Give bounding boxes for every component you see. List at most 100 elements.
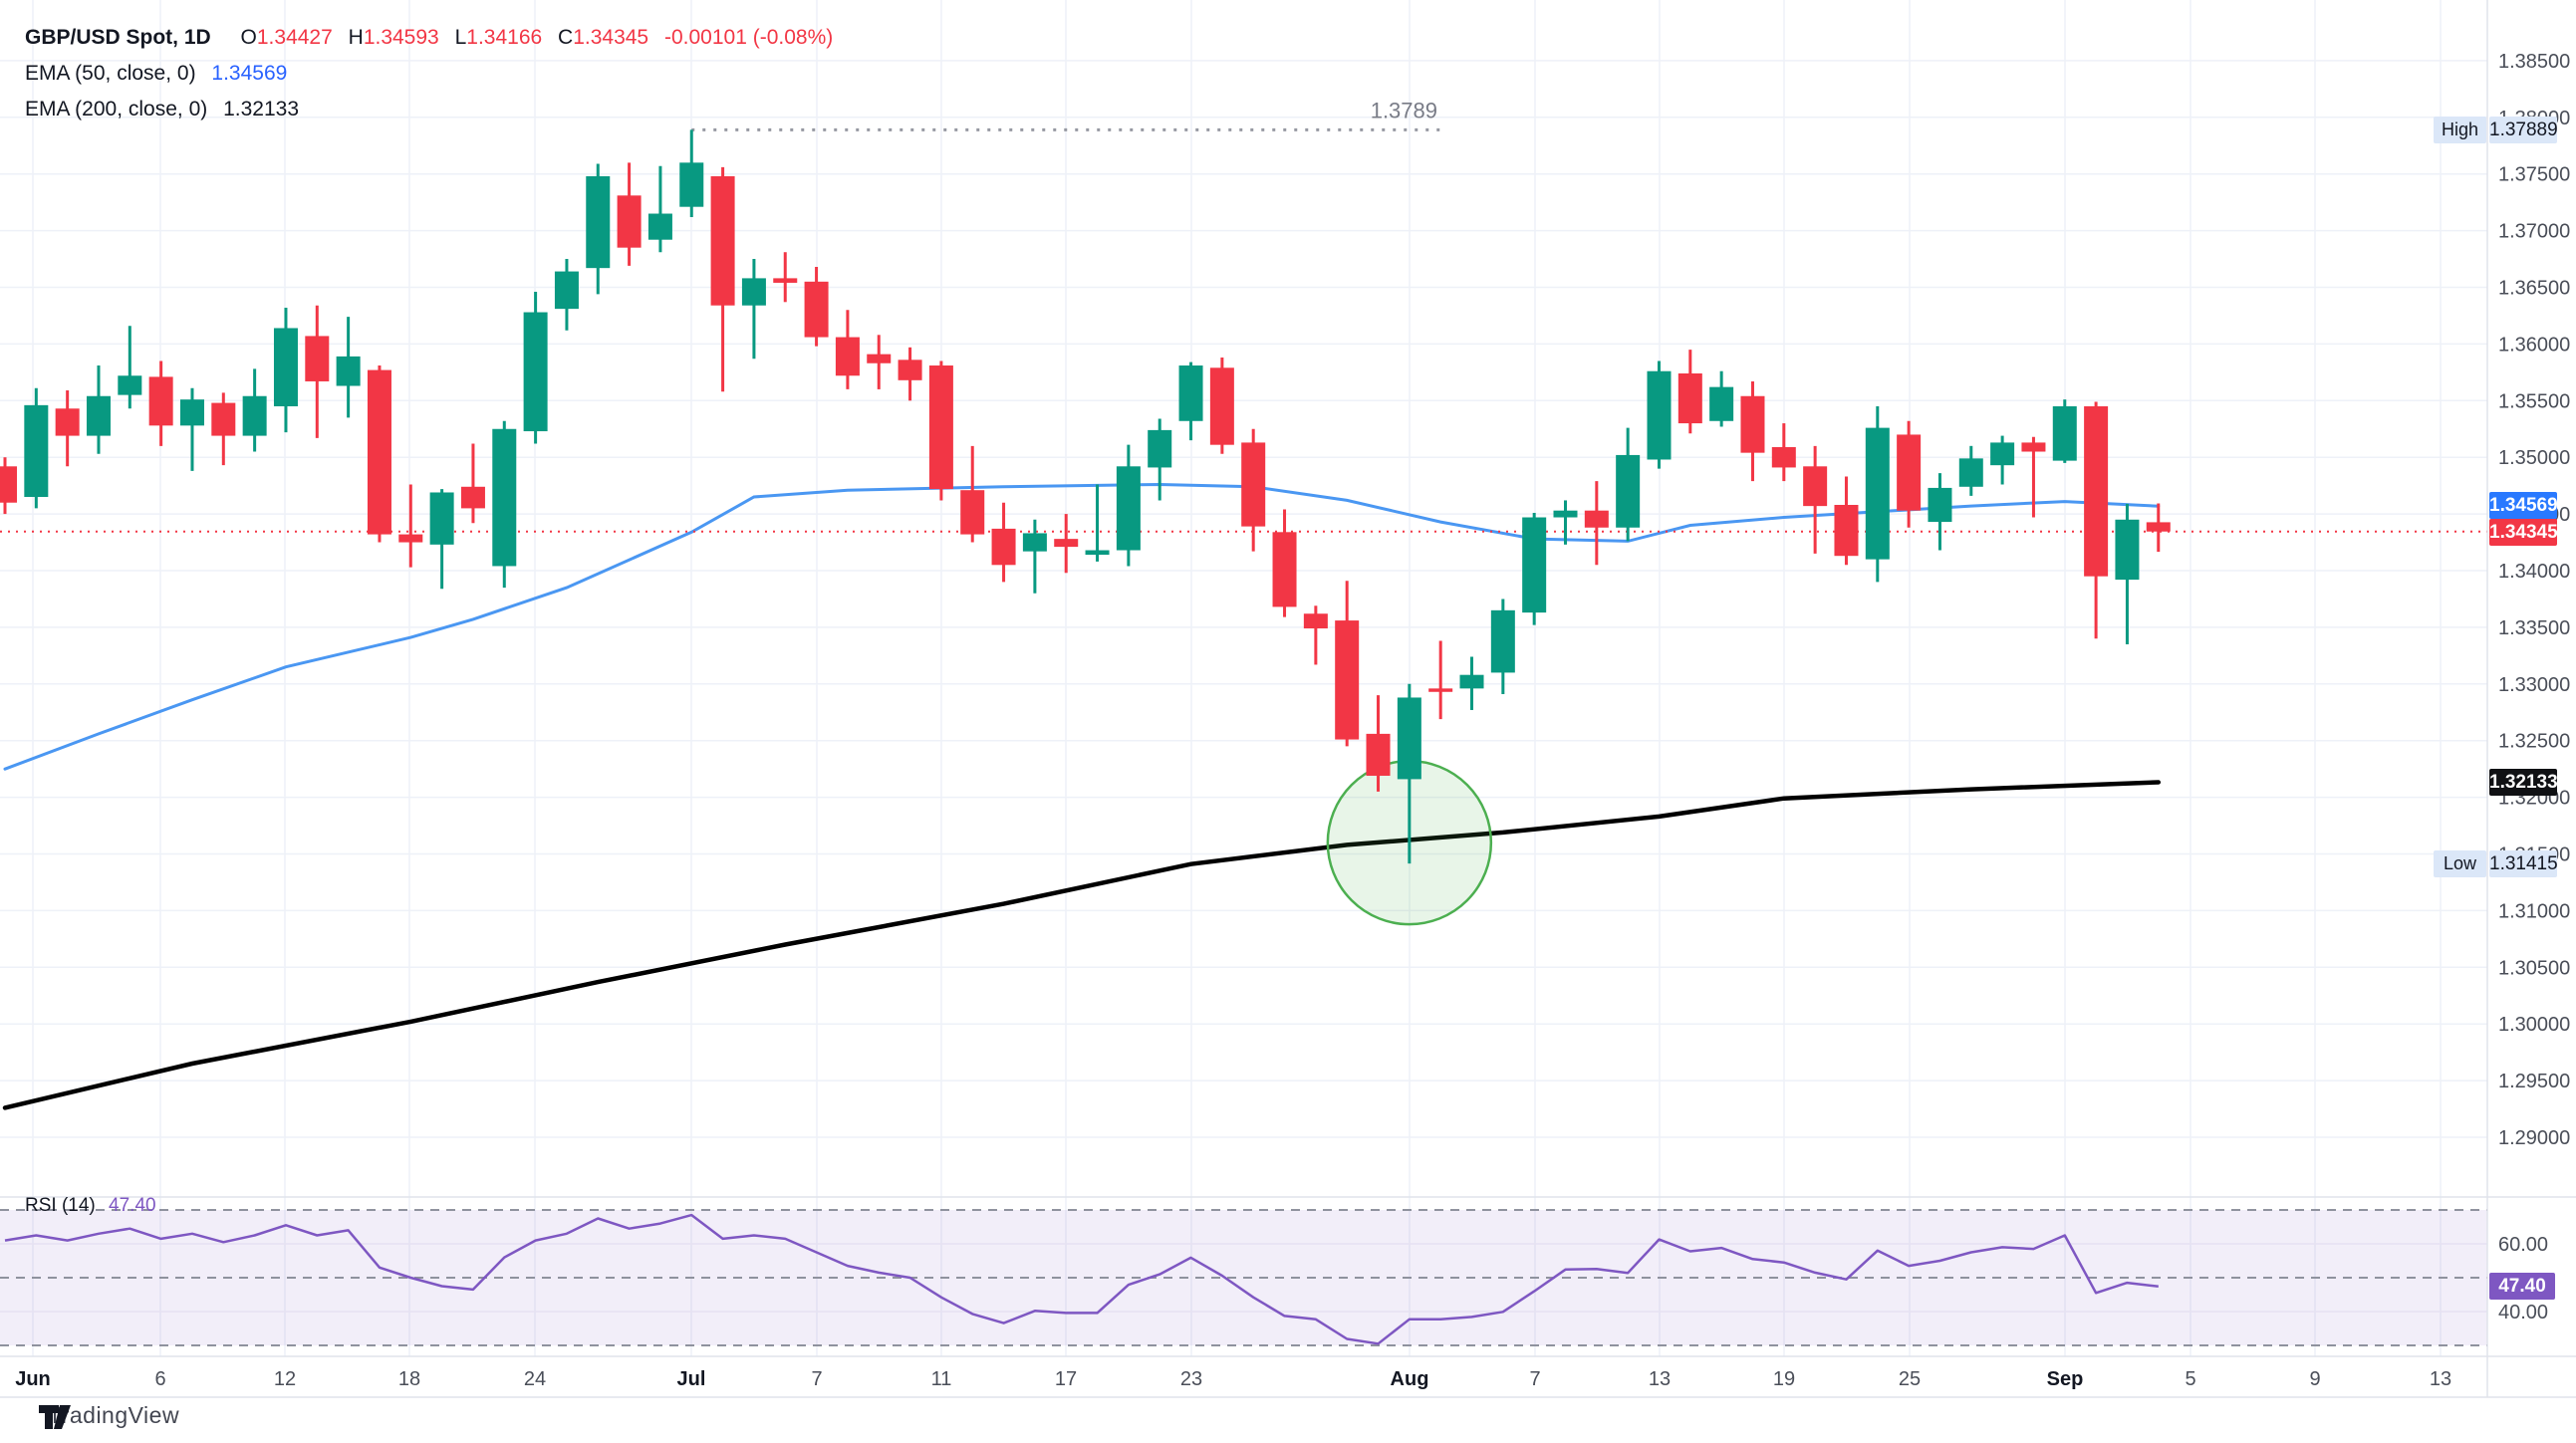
high-label: H (348, 26, 364, 49)
high-value: 1.34593 (363, 26, 439, 49)
candle-body (1928, 487, 1952, 523)
time-axis-label: 13 (1649, 1368, 1671, 1390)
rsi-value-badge: 47.40 (2489, 1273, 2555, 1301)
candle-body (55, 408, 80, 436)
candle-body (741, 278, 766, 306)
price-axis-label: 1.30000 (2498, 1014, 2570, 1036)
candle-body (1335, 620, 1360, 740)
candle-body (460, 486, 485, 509)
tradingview-logo-icon (39, 1405, 71, 1429)
candle-body (1616, 454, 1641, 528)
candle-body (2146, 522, 2171, 532)
time-axis-label: 5 (2185, 1368, 2195, 1390)
candle-body (1209, 367, 1234, 445)
candle-body (2021, 442, 2046, 452)
tradingview-attribution[interactable]: TradingView (38, 1402, 179, 1429)
candle-body (179, 399, 204, 426)
price-axis-label: 1.36500 (2498, 278, 2570, 300)
candle-body (928, 365, 953, 490)
price-axis-label: 1.33000 (2498, 674, 2570, 696)
chart-legend: GBP/USD Spot, 1D O1.34427 H1.34593 L1.34… (25, 20, 833, 127)
time-axis-label: Jul (677, 1368, 706, 1390)
last-price-badge: 1.34345 (2489, 519, 2558, 547)
price-axis-label: 1.29500 (2498, 1071, 2570, 1092)
price-axis-label: 1.31000 (2498, 900, 2570, 922)
candle-body (2084, 405, 2109, 577)
ema50-value: 1.34569 (211, 62, 288, 85)
high-line-label: 1.3789 (1371, 98, 1437, 122)
time-axis-label: 17 (1055, 1368, 1077, 1390)
candle-body (273, 328, 298, 406)
candle-body (1178, 365, 1203, 421)
ema50-price-badge: 1.34569 (2489, 491, 2558, 519)
price-axis[interactable]: 1.385001.380001.375001.370001.365001.360… (2498, 51, 2570, 1323)
candle-body (1054, 539, 1079, 548)
close-value: 1.34345 (573, 26, 649, 49)
time-axis-label: 11 (931, 1368, 952, 1390)
time-axis-label: 12 (274, 1368, 296, 1390)
candle-body (647, 213, 672, 240)
candle-body (867, 354, 892, 363)
candle-body (1459, 674, 1484, 689)
candle-body (1428, 688, 1453, 692)
ema50-label: EMA (50, close, 0) (25, 62, 196, 85)
candle-body (1553, 510, 1578, 518)
price-axis-label: 1.34000 (2498, 561, 2570, 583)
candle-body (1397, 697, 1421, 780)
candle-body (398, 534, 423, 543)
candle-body (1148, 429, 1172, 468)
time-axis-label: Jun (15, 1368, 51, 1390)
ema200-legend-row[interactable]: EMA (200, close, 0) 1.32133 (25, 92, 833, 127)
price-axis-label: 1.36000 (2498, 334, 2570, 356)
candle-body (617, 195, 642, 248)
candle-body (336, 356, 361, 386)
low-value: 1.34166 (466, 26, 543, 49)
candle-body (1116, 466, 1141, 551)
time-axis-label: Sep (2047, 1368, 2084, 1390)
price-axis-label: 1.35000 (2498, 447, 2570, 469)
high-chip: High (2434, 116, 2486, 143)
close-label: C (558, 26, 574, 49)
candle-body (211, 402, 236, 436)
price-axis-label: 1.32500 (2498, 731, 2570, 753)
candles (0, 129, 2171, 864)
candle-body (804, 281, 829, 338)
candle-body (1272, 532, 1297, 607)
candle-body (1022, 533, 1047, 552)
candle-body (710, 175, 735, 306)
candle-body (86, 395, 111, 436)
ema50-legend-row[interactable]: EMA (50, close, 0) 1.34569 (25, 56, 833, 92)
rsi-label: RSI (14) (25, 1195, 96, 1216)
candle-body (1584, 510, 1609, 528)
candle-body (367, 369, 391, 535)
time-axis[interactable]: Jun 6 12 18 24 Jul 7 11 17 23 Aug 7 13 19 25 Sep 5 9 13 (15, 1368, 2451, 1390)
ema200-label: EMA (200, close, 0) (25, 98, 208, 120)
gridlines (0, 0, 2487, 1356)
candle-body (305, 336, 330, 381)
open-label: O (240, 26, 257, 49)
price-axis-label: 1.30500 (2498, 957, 2570, 979)
rsi-value: 47.40 (109, 1195, 156, 1216)
candle-body (1803, 466, 1828, 507)
candle-body (118, 375, 142, 395)
time-axis-label: Aug (1391, 1368, 1429, 1390)
candle-body (835, 337, 860, 376)
candle-body (1085, 550, 1110, 556)
rsi-legend-row[interactable]: RSI (14) 47.40 (25, 1195, 156, 1217)
price-axis-label: 1.37500 (2498, 164, 2570, 186)
symbol-legend-row[interactable]: GBP/USD Spot, 1D O1.34427 H1.34593 L1.34… (25, 20, 833, 56)
time-axis-label: 18 (398, 1368, 420, 1390)
candle-body (1990, 442, 2015, 466)
high-price-badge: 1.37889 (2489, 116, 2558, 143)
rsi-axis-label: 60.00 (2498, 1234, 2548, 1256)
price-axis-label: 1.33500 (2498, 617, 2570, 639)
low-label: L (454, 26, 467, 49)
candle-body (1709, 386, 1734, 421)
candle-body (1522, 517, 1547, 613)
candle-body (1771, 446, 1796, 468)
low-price-badge: 1.31415 (2489, 849, 2558, 877)
candle-body (1958, 458, 1983, 487)
candle-body (1865, 427, 1890, 560)
candle-body (2115, 519, 2140, 581)
